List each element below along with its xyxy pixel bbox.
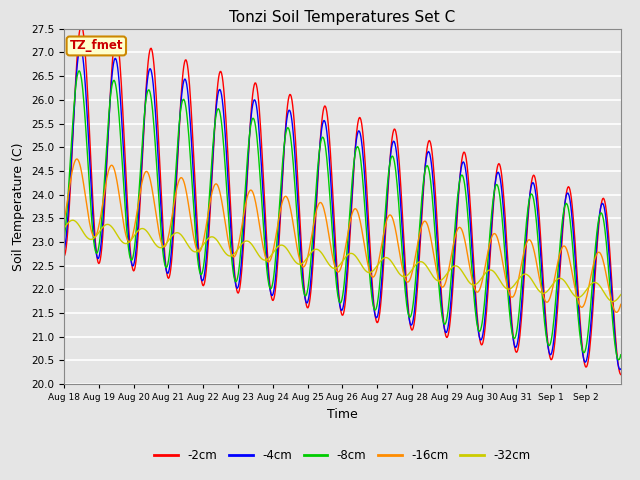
Y-axis label: Soil Temperature (C): Soil Temperature (C) xyxy=(12,142,26,271)
Title: Tonzi Soil Temperatures Set C: Tonzi Soil Temperatures Set C xyxy=(229,10,456,25)
Legend: -2cm, -4cm, -8cm, -16cm, -32cm: -2cm, -4cm, -8cm, -16cm, -32cm xyxy=(150,444,535,467)
Text: TZ_fmet: TZ_fmet xyxy=(70,39,123,52)
X-axis label: Time: Time xyxy=(327,408,358,420)
